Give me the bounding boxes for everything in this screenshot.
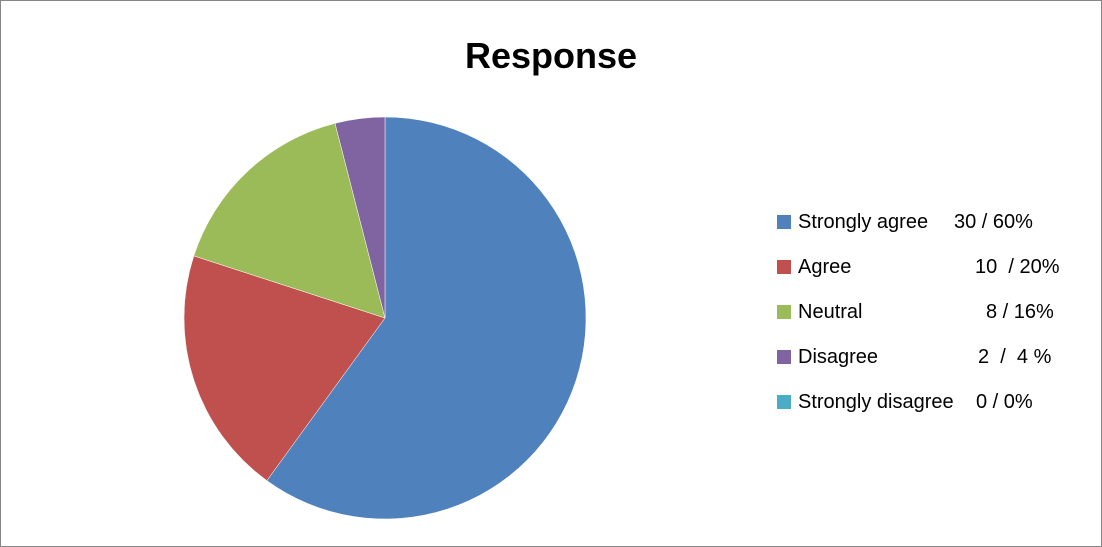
legend-value-strongly-agree: 30 / 60% — [954, 211, 1033, 233]
pie-slice-agree — [183, 255, 386, 481]
pie-slice-neutral — [193, 123, 386, 319]
legend-label-strongly-agree: Strongly agree — [798, 211, 929, 233]
legend-label-strongly-disagree: Strongly disagree — [798, 391, 954, 413]
legend-label-agree: Agree — [798, 256, 852, 278]
legend-swatch-disagree — [777, 350, 791, 364]
legend-swatch-strongly-agree — [777, 215, 791, 229]
legend-swatch-agree — [777, 260, 791, 274]
legend-label-neutral: Neutral — [798, 301, 863, 323]
legend-swatch-strongly-disagree — [777, 395, 791, 409]
legend-value-strongly-disagree: 0 / 0% — [976, 391, 1033, 413]
pie-slice-strongly-agree — [266, 116, 587, 520]
chart-title: Response — [464, 35, 638, 76]
legend-value-disagree: 2 / 4 % — [978, 346, 1052, 368]
legend-value-neutral: 8 / 16% — [986, 301, 1054, 323]
legend-label-disagree: Disagree — [798, 346, 879, 368]
pie-slice-disagree — [334, 116, 386, 319]
legend-swatch-neutral — [777, 305, 791, 319]
legend-value-agree: 10 / 20% — [975, 256, 1060, 278]
